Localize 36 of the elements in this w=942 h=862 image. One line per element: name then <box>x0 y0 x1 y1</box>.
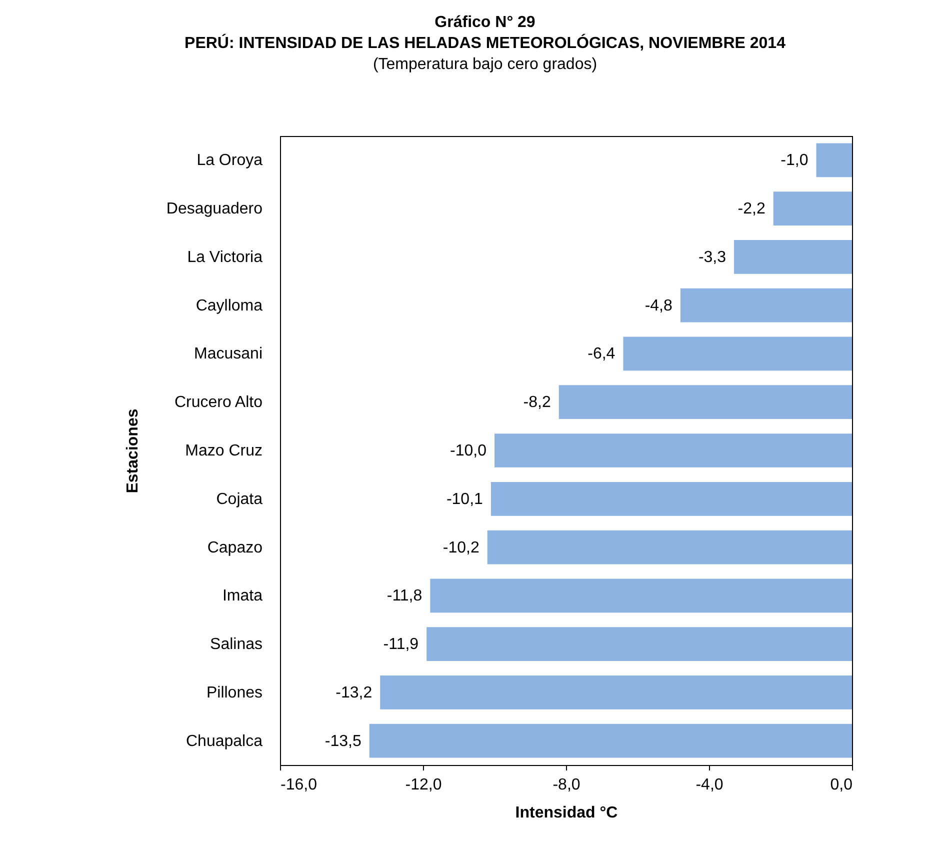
y-tick-label: Capazo <box>207 539 263 556</box>
x-tick-label: -12,0 <box>405 776 442 794</box>
y-tick-label: Macusani <box>194 346 262 363</box>
x-tick-label: -16,0 <box>280 776 318 794</box>
data-label: -2,2 <box>738 200 766 218</box>
y-tick-label: Cojata <box>216 490 263 508</box>
data-label: -10,1 <box>446 490 484 508</box>
data-label: -10,2 <box>442 539 480 556</box>
data-label: -6,4 <box>588 346 616 363</box>
data-label: -1,0 <box>780 152 808 170</box>
x-tick-label: -8,0 <box>552 776 580 794</box>
x-axis-title: Intensidad °C <box>515 804 618 822</box>
data-label: -13,2 <box>336 684 372 702</box>
data-label: -4,8 <box>644 297 672 314</box>
x-tick-label: 0,0 <box>830 776 853 794</box>
text: Gráfico N° 29 <box>434 13 536 33</box>
data-label: -10,0 <box>450 442 487 460</box>
chart-subtitle: (Temperatura bajo cero grados) <box>372 55 598 75</box>
y-tick-label: Imata <box>222 588 263 605</box>
y-tick-label: Mazo Cruz <box>185 442 262 460</box>
y-tick-label: Desaguadero <box>166 200 263 218</box>
y-tick-label: La Victoria <box>187 248 263 266</box>
data-label: -3,3 <box>698 248 726 266</box>
y-axis-title: Estaciones <box>124 408 142 494</box>
data-label: -11,9 <box>383 636 419 654</box>
y-tick-label: Caylloma <box>196 297 263 314</box>
x-tick-label: -4,0 <box>696 776 724 794</box>
data-label: -13,5 <box>324 732 362 750</box>
y-tick-label: Chuapalca <box>186 732 263 750</box>
y-tick-label: Crucero Alto <box>174 394 263 412</box>
y-tick-label: La Oroya <box>196 152 263 170</box>
data-label: -11,8 <box>386 588 422 605</box>
y-tick-label: Pillones <box>206 684 262 702</box>
chart-title: PERÚ: INTENSIDAD DE LAS HELADAS METEOROLÓGICAS, NOVIEMBRE 2014 <box>184 33 786 54</box>
y-tick-label: Salinas <box>210 636 262 654</box>
data-label: -8,2 <box>523 394 551 412</box>
